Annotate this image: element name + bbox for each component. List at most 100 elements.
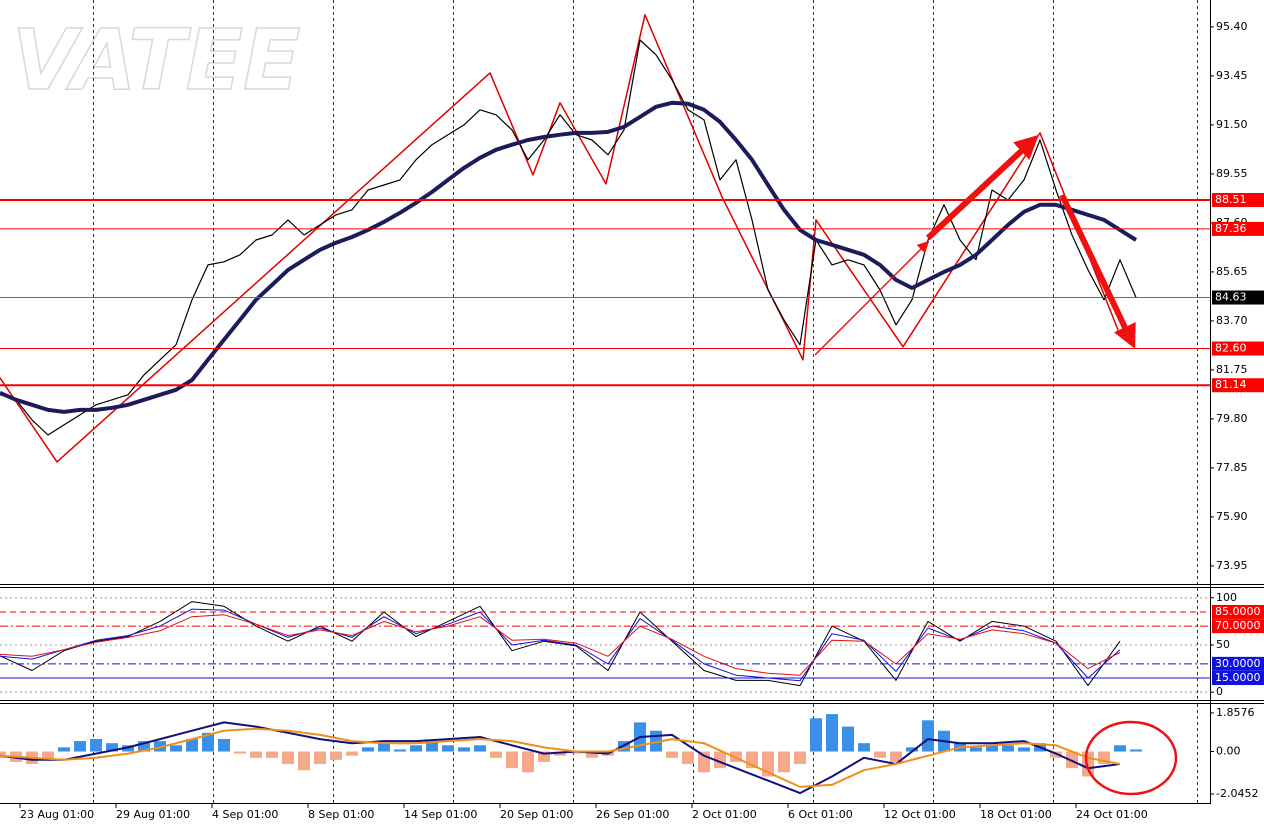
histogram-bar bbox=[826, 714, 838, 752]
y-tick-label: 93.45 bbox=[1216, 69, 1248, 82]
zigzag-line bbox=[0, 14, 1121, 463]
level-label-box bbox=[1212, 619, 1264, 634]
level-label-box bbox=[1212, 193, 1264, 208]
series-line bbox=[0, 721, 1121, 795]
histogram-bar bbox=[282, 751, 294, 764]
y-tick-label: -2.0452 bbox=[1216, 787, 1258, 800]
histogram-bar bbox=[266, 751, 278, 758]
x-tick-label: 4 Sep 01:00 bbox=[212, 808, 278, 821]
histogram-bar bbox=[1130, 749, 1142, 752]
histogram-bar bbox=[394, 749, 406, 752]
histogram-bar bbox=[58, 747, 70, 752]
y-tick-label: 91.50 bbox=[1216, 118, 1248, 131]
histogram-bar bbox=[314, 751, 326, 764]
y-tick-label: 0 bbox=[1216, 685, 1223, 698]
histogram-bar bbox=[410, 745, 422, 752]
x-tick-label: 26 Sep 01:00 bbox=[596, 808, 669, 821]
y-tick-label: 1.8576 bbox=[1216, 706, 1255, 719]
histogram-bar bbox=[522, 751, 534, 773]
level-label: 82.60 bbox=[1215, 342, 1247, 355]
histogram-bar bbox=[666, 751, 678, 758]
x-tick-label: 20 Sep 01:00 bbox=[500, 808, 573, 821]
histogram-bar bbox=[906, 747, 918, 752]
x-tick-label: 18 Oct 01:00 bbox=[980, 808, 1052, 821]
histogram-bar bbox=[922, 720, 934, 752]
y-tick-label: 100 bbox=[1216, 591, 1237, 604]
x-tick-label: 2 Oct 01:00 bbox=[692, 808, 757, 821]
trend-arrow bbox=[814, 240, 930, 356]
y-tick-label: 85.65 bbox=[1216, 265, 1248, 278]
x-tick-label: 6 Oct 01:00 bbox=[788, 808, 853, 821]
histogram-bar bbox=[458, 747, 470, 752]
histogram-bar bbox=[106, 743, 118, 752]
annotations bbox=[814, 134, 1178, 796]
histogram-bar bbox=[810, 718, 822, 752]
level-label: 87.36 bbox=[1215, 222, 1247, 235]
y-tick-label: 75.90 bbox=[1216, 510, 1248, 523]
histogram-bar bbox=[554, 751, 566, 756]
y-tick-label: 81.75 bbox=[1216, 363, 1248, 376]
y-tick-label: 77.85 bbox=[1216, 461, 1248, 474]
x-tick-label: 23 Aug 01:00 bbox=[20, 808, 94, 821]
level-label-box bbox=[1212, 378, 1264, 393]
histogram-bar bbox=[874, 751, 886, 758]
histogram-bar bbox=[346, 751, 358, 756]
y-tick-label: 83.70 bbox=[1216, 314, 1248, 327]
level-label-box bbox=[1212, 341, 1264, 356]
y-tick-label: 95.40 bbox=[1216, 20, 1248, 33]
histogram-bar bbox=[506, 751, 518, 769]
histogram-bar bbox=[842, 726, 854, 752]
watermark: VATEE bbox=[12, 11, 300, 109]
level-label: 15.0000 bbox=[1215, 671, 1261, 684]
histogram-bar bbox=[682, 751, 694, 764]
histogram-bar bbox=[474, 745, 486, 752]
level-label: 85.0000 bbox=[1215, 605, 1261, 618]
level-label-box bbox=[1212, 604, 1264, 619]
histogram-bar bbox=[570, 751, 582, 754]
level-label-box bbox=[1212, 221, 1264, 236]
y-tick-label: 79.80 bbox=[1216, 412, 1248, 425]
histogram-bar bbox=[442, 745, 454, 752]
histogram-bar bbox=[154, 741, 166, 752]
histogram-bar bbox=[986, 745, 998, 752]
histogram-bar bbox=[362, 747, 374, 752]
panel-frame bbox=[0, 0, 1264, 804]
level-label-box bbox=[1212, 671, 1264, 686]
histogram-bar bbox=[42, 751, 54, 760]
highlight-circle bbox=[1084, 720, 1178, 796]
histogram-bar bbox=[538, 751, 550, 762]
level-label-box bbox=[1212, 290, 1264, 305]
level-label: 81.14 bbox=[1215, 378, 1247, 391]
histogram-bar bbox=[138, 741, 150, 752]
histogram-bar bbox=[858, 743, 870, 752]
histogram-bar bbox=[186, 739, 198, 752]
histogram-bar bbox=[250, 751, 262, 758]
x-tick-label: 24 Oct 01:00 bbox=[1076, 808, 1148, 821]
series-line bbox=[0, 608, 1121, 682]
x-tick-label: 29 Aug 01:00 bbox=[116, 808, 190, 821]
histogram-bar bbox=[170, 745, 182, 752]
histogram-bar bbox=[90, 739, 102, 752]
histogram-bar bbox=[778, 751, 790, 773]
histogram-bar bbox=[74, 741, 86, 752]
histogram-bar bbox=[970, 747, 982, 752]
trend-arrow bbox=[925, 134, 1039, 241]
series-line bbox=[0, 601, 1121, 687]
level-label: 70.0000 bbox=[1215, 619, 1261, 632]
x-tick-label: 8 Sep 01:00 bbox=[308, 808, 374, 821]
histogram-bar bbox=[1002, 745, 1014, 752]
histogram-bar bbox=[426, 741, 438, 752]
level-label: 30.0000 bbox=[1215, 657, 1261, 670]
histogram-bar bbox=[202, 732, 214, 752]
histogram-bar bbox=[794, 751, 806, 764]
histogram-bar bbox=[298, 751, 310, 771]
trend-arrow bbox=[1059, 193, 1136, 349]
y-tick-label: 73.95 bbox=[1216, 559, 1248, 572]
x-tick-label: 14 Sep 01:00 bbox=[404, 808, 477, 821]
histogram-bar bbox=[890, 751, 902, 762]
series-line bbox=[0, 727, 1121, 788]
histogram-bar bbox=[1114, 745, 1126, 752]
